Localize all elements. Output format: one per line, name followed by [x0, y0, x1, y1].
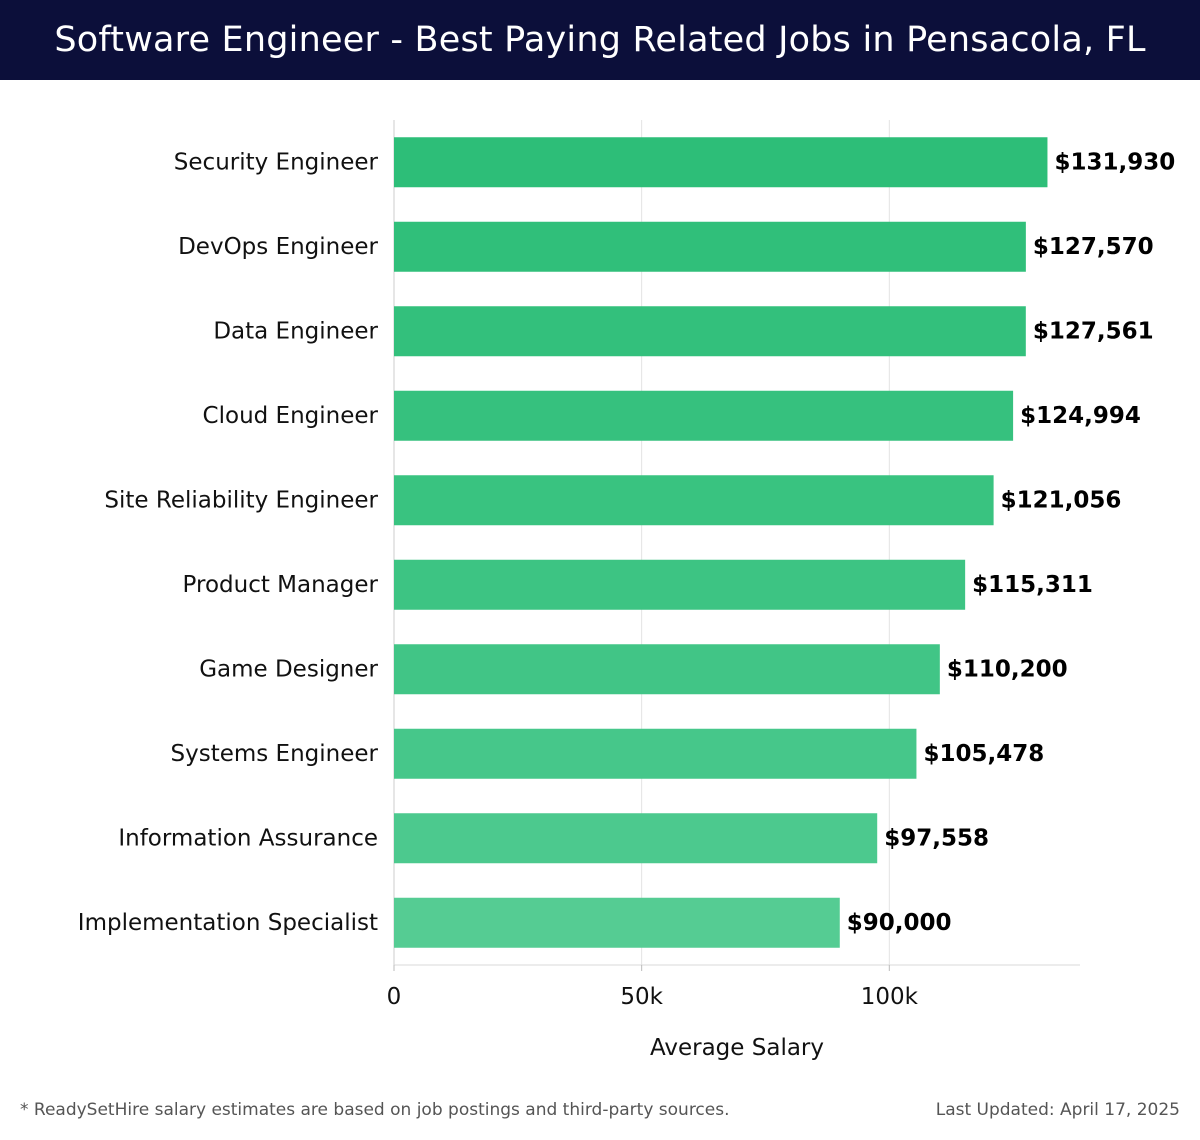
value-label: $97,558 — [884, 825, 989, 851]
bar-row: Implementation Specialist $90,000 — [78, 897, 952, 948]
bars: Security Engineer $131,930 DevOps Engineer… — [78, 137, 1175, 948]
value-label: $121,056 — [1001, 487, 1122, 513]
bar — [394, 475, 994, 526]
x-axis: 0 50k 100k Average Salary — [387, 964, 1080, 1061]
bar-chart: Security Engineer $131,930 DevOps Engineer… — [78, 120, 1175, 1061]
last-updated: Last Updated: April 17, 2025 — [935, 1100, 1180, 1120]
bar — [394, 306, 1026, 357]
bar — [394, 390, 1014, 441]
category-label: Implementation Specialist — [78, 910, 378, 936]
value-label: $115,311 — [972, 572, 1093, 598]
value-label: $90,000 — [847, 910, 952, 936]
category-label: Data Engineer — [213, 318, 378, 344]
x-tick-label: 50k — [620, 984, 663, 1010]
category-label: Information Assurance — [118, 825, 378, 851]
category-label: DevOps Engineer — [178, 234, 378, 260]
category-label: Product Manager — [183, 572, 379, 598]
category-label: Site Reliability Engineer — [104, 487, 378, 513]
bar-row: Data Engineer $127,561 — [213, 306, 1154, 357]
chart-header: Software Engineer - Best Paying Related … — [0, 0, 1200, 80]
bar — [394, 897, 840, 948]
x-tick-label: 0 — [387, 984, 402, 1010]
bar — [394, 137, 1048, 188]
value-label: $105,478 — [923, 741, 1044, 767]
bar — [394, 728, 917, 779]
bar — [394, 644, 940, 695]
chart-title: Software Engineer - Best Paying Related … — [54, 20, 1146, 60]
bar — [394, 221, 1026, 272]
bar-row: Product Manager $115,311 — [183, 559, 1093, 610]
category-label: Systems Engineer — [171, 741, 379, 767]
bar-row: Security Engineer $131,930 — [174, 137, 1175, 188]
bar-row: DevOps Engineer $127,570 — [178, 221, 1154, 272]
category-label: Security Engineer — [174, 149, 379, 175]
bar — [394, 813, 878, 864]
bar-row: Information Assurance $97,558 — [118, 813, 989, 864]
category-label: Cloud Engineer — [203, 403, 379, 429]
value-label: $131,930 — [1054, 149, 1175, 175]
x-tick-label: 100k — [861, 984, 919, 1010]
bar-row: Site Reliability Engineer $121,056 — [104, 475, 1122, 526]
bar-row: Systems Engineer $105,478 — [171, 728, 1044, 779]
source-note: * ReadySetHire salary estimates are base… — [20, 1100, 730, 1120]
bar-row: Game Designer $110,200 — [199, 644, 1068, 695]
value-label: $127,570 — [1033, 234, 1154, 260]
value-label: $127,561 — [1033, 318, 1154, 344]
category-label: Game Designer — [199, 656, 378, 682]
bar-row: Cloud Engineer $124,994 — [203, 390, 1141, 441]
value-label: $110,200 — [947, 656, 1068, 682]
bar — [394, 559, 966, 610]
value-label: $124,994 — [1020, 403, 1141, 429]
x-axis-title: Average Salary — [650, 1035, 824, 1061]
